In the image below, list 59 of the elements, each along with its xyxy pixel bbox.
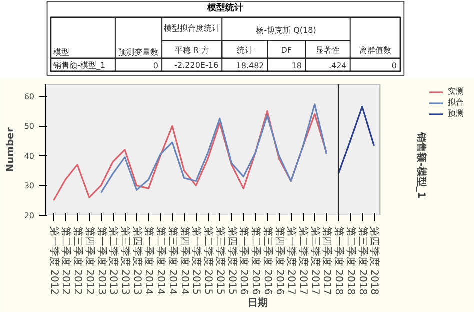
x-tick-label: 第三季度 2012 (72, 226, 84, 296)
text: 18.482 (236, 62, 264, 70)
x-tick-label: 第一季度 2017 (286, 226, 298, 296)
y-tick-label: 40 (24, 152, 35, 161)
x-tick-label: 第四季度 2012 (84, 226, 96, 296)
line-series (53, 110, 328, 202)
x-tick-label: 第三季度 2013 (120, 226, 132, 296)
y-tick-label: 50 (24, 122, 35, 132)
x-tick-label: 第一季度 2016 (238, 226, 250, 296)
x-tick-label: 第三季度 2017 (309, 226, 322, 296)
x-tick-label: 第三季度 2014 (166, 226, 179, 296)
line-series (338, 106, 376, 175)
y-tick-label: 60 (24, 92, 35, 102)
x-tick-label: 第二季度 2016 (250, 226, 262, 296)
text: 统计 (237, 46, 253, 55)
x-tick-label: 第一季度 2015 (190, 226, 203, 296)
x-tick-label: 第四季度 2014 (178, 226, 191, 296)
text: 离群值数 (359, 46, 392, 55)
x-tick-label: 第二季度 2015 (202, 226, 215, 296)
text: 0 (153, 62, 158, 70)
x-tick-label: 第一季度 2012 (48, 226, 60, 296)
x-tick-label: 第二季度 2017 (298, 226, 310, 296)
text: 平稳 R 方 (174, 46, 210, 55)
text: 预测变量数 (118, 48, 159, 57)
text: 销售额-模型_1 (415, 132, 428, 199)
x-tick-label: 第四季度 2015 (226, 226, 238, 296)
x-tick-label: 第二季度 2014 (155, 226, 168, 296)
text: .424 (328, 62, 347, 70)
x-axis-title: 日期 (248, 297, 268, 310)
text: 18 (292, 62, 302, 70)
legend-label: 实测 (448, 86, 465, 97)
x-tick-label: 第三季度 2015 (214, 226, 226, 296)
text: 销售额-模型_1 (52, 61, 106, 70)
text: 模型拟合度统计 (164, 24, 220, 33)
legend-label: 预测 (448, 108, 465, 119)
x-tick-label: 第四季度 2017 (321, 226, 334, 296)
x-tick-label: 第四季度 2013 (131, 226, 144, 296)
text: 显著性 (316, 46, 340, 55)
legend-label: 拟合 (448, 97, 465, 108)
text: 模型 (54, 48, 70, 57)
y-axis-title: Number (5, 128, 16, 172)
y-tick-label: 30 (24, 182, 35, 191)
x-tick-label: 第二季度 2013 (108, 226, 120, 296)
text: -2.220E-16 (174, 61, 219, 70)
x-tick-label: 第三季度 2018 (356, 226, 369, 296)
x-tick-label: 第二季度 2012 (60, 226, 72, 296)
text: 模型统计 (206, 2, 244, 14)
x-tick-label: 第二季度 2018 (344, 226, 357, 296)
line-series (100, 104, 328, 194)
x-tick-label: 第四季度 2018 (368, 226, 381, 296)
text: 杨-博克斯 Q(18) (255, 26, 316, 35)
x-tick-label: 第一季度 2018 (333, 226, 346, 296)
x-tick-label: 第一季度 2013 (96, 226, 108, 296)
x-tick-label: 第一季度 2014 (143, 226, 156, 296)
text: DF (281, 46, 292, 55)
x-tick-label: 第四季度 2016 (274, 226, 286, 296)
y-tick-label: 20 (24, 212, 35, 220)
text: 0 (392, 62, 397, 70)
x-tick-label: 第三季度 2016 (262, 226, 274, 296)
